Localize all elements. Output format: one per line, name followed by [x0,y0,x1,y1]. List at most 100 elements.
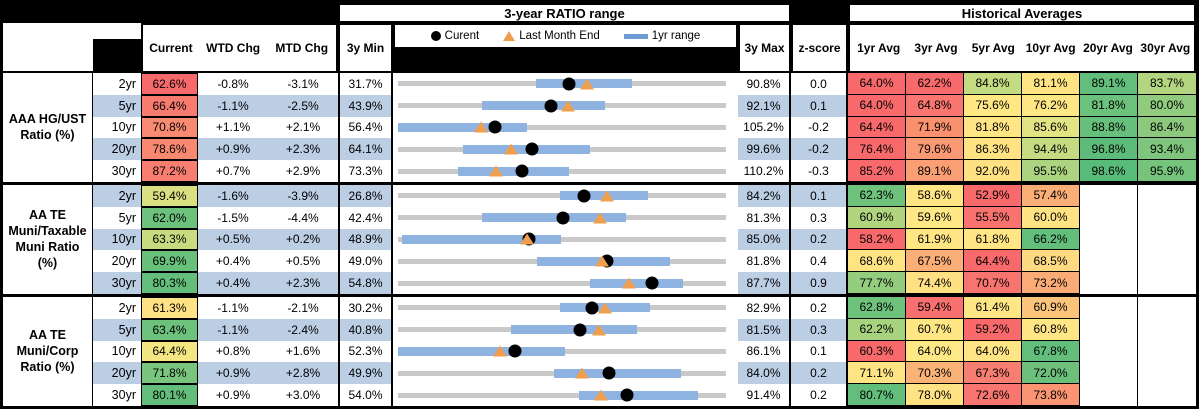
wtd-chg-cell: -0.8% [217,76,249,91]
range-track [398,384,726,406]
avg-cell: 78.0% [906,384,964,406]
avg-column-header: 1yr Avg [857,41,901,55]
z-score-cell: 0.2 [791,362,848,385]
1yr-range-bar-icon [623,33,648,39]
range-track [398,73,726,95]
ratio-range-chart [393,116,738,139]
avg-cell: 73.8% [1022,384,1080,406]
avg-cell: 75.6% [964,94,1022,117]
current-cell: 69.9% [141,250,198,273]
range-track [398,250,726,272]
avg-cell: 95.5% [1022,160,1080,182]
range-track [398,319,726,341]
avg-cell: 85.6% [1022,116,1080,139]
change-columns-header: Current WTD Chg MTD Chg [141,23,338,71]
term-cell: 30yr [111,164,136,179]
last-month-end-marker [579,78,594,90]
mtd-chg-cell: -2.4% [268,318,338,341]
avg-cell [1138,362,1196,385]
term-cell: 5yr [118,210,136,225]
3y-max-cell: 90.8% [738,73,791,95]
z-score-column-header: z-score [791,23,848,71]
avg-column-header: 10yr Avg [1025,41,1076,55]
avg-cell: 96.8% [1080,138,1138,161]
mtd-chg-cell: -2.5% [268,94,338,117]
mtd-chg-cell: -3.1% [287,76,319,91]
z-score-cell: 0.4 [791,250,848,273]
1yr-range-bar [553,368,681,378]
group-column-header [3,23,93,71]
3y-min-cell: 64.1% [338,138,393,161]
data-row: 20yr 69.9% +0.4% +0.5% 49.0% 81.8% 0.4 68.6% 67.… [93,250,1196,273]
current-cell: 61.3% [141,296,198,319]
current-cell: 87.2% [141,160,198,182]
mtd-chg-column-header: MTD Chg [275,41,329,55]
current-cell: 64.4% [141,340,198,363]
chart-legend-cell: Curent Last Month End 1yr range [393,23,738,71]
avg-cell [1080,384,1138,406]
last-month-end-marker [592,324,607,336]
avg-cell: 59.6% [906,206,964,229]
current-dot [515,164,529,178]
data-row: 2yr 61.3% -1.1% -2.1% 30.2% 82.9% 0.2 62.8% 59.4… [93,296,1196,319]
z-score-cell: 0.0 [791,73,848,95]
3y-min-cell: 49.9% [338,362,393,385]
avg-cell: 60.9% [848,206,906,229]
historical-averages-title: Historical Averages [848,3,1196,23]
current-cell: 80.1% [141,384,198,406]
avg-cell: 70.3% [906,362,964,385]
avg-cell: 76.2% [1022,94,1080,117]
avg-cell [1080,228,1138,251]
current-cell: 63.3% [141,228,198,251]
last-month-end-marker [593,389,608,401]
avg-cell: 94.4% [1022,138,1080,161]
avg-cell: 60.3% [848,340,906,363]
data-row: 10yr 63.3% +0.5% +0.2% 48.9% 85.0% 0.2 58.2% 61.… [93,228,1196,251]
data-row: 20yr 71.8% +0.9% +2.8% 49.9% 84.0% 0.2 71.1% 70.… [93,362,1196,385]
term-cell: 30yr [93,272,141,294]
ratio-group: AA TE Muni/Corp Ratio (%) 2yr 61.3% -1.1% -2.1… [3,293,1196,406]
1yr-range-bar [398,122,528,132]
data-row: 5yr 66.4% -1.1% -2.5% 43.9% 92.1% 0.1 64.0% 64.8… [93,94,1196,117]
avg-cell: 62.2% [906,73,964,95]
group-label-line: AA TE [28,208,67,223]
last-month-end-marker [473,121,488,133]
current-cell: 71.8% [141,362,198,385]
current-cell: 80.3% [141,272,198,294]
averages-columns-header: 1yr Avg 3yr Avg 5yr Avg 10yr Avg 20yr Av… [848,23,1196,71]
avg-cell: 67.5% [906,250,964,273]
avg-cell: 58.2% [848,228,906,251]
3y-max-cell: 84.0% [738,362,791,385]
z-score-cell: 0.2 [791,296,848,319]
avg-cell: 95.9% [1138,160,1196,182]
current-cell: 70.8% [141,116,198,139]
avg-cell: 98.6% [1080,160,1138,182]
current-dot [620,388,634,402]
3y-max-cell: 105.2% [738,116,791,139]
avg-cell: 55.5% [964,206,1022,229]
avg-cell: 83.7% [1138,73,1196,95]
range-track [398,117,726,139]
3y-max-column-header: 3y Max [738,23,791,71]
1yr-range-bar [590,278,684,288]
1yr-range-bar [398,346,565,356]
ratio-range-chart [393,296,738,319]
top-band-filler [3,3,338,23]
term-cell: 2yr [118,300,136,315]
1yr-range-bar [482,213,627,223]
wtd-chg-cell: -1.1% [198,94,268,117]
avg-cell: 68.6% [848,250,906,273]
z-score-cell: -0.2 [791,138,848,161]
avg-cell: 64.4% [848,116,906,139]
group-label-line: Muni/Taxable [8,224,87,239]
current-dot [577,189,591,203]
3y-max-cell: 91.4% [738,384,791,406]
mtd-chg-cell: -3.9% [268,184,338,207]
z-score-cell: 0.1 [791,340,848,363]
avg-cell: 57.4% [1022,184,1080,207]
avg-cell: 64.8% [906,94,964,117]
avg-cell: 62.2% [848,318,906,341]
z-score-cell: 0.1 [791,94,848,117]
group-label-line: AAA HG/UST [8,112,87,127]
3y-max-cell: 99.6% [738,138,791,161]
